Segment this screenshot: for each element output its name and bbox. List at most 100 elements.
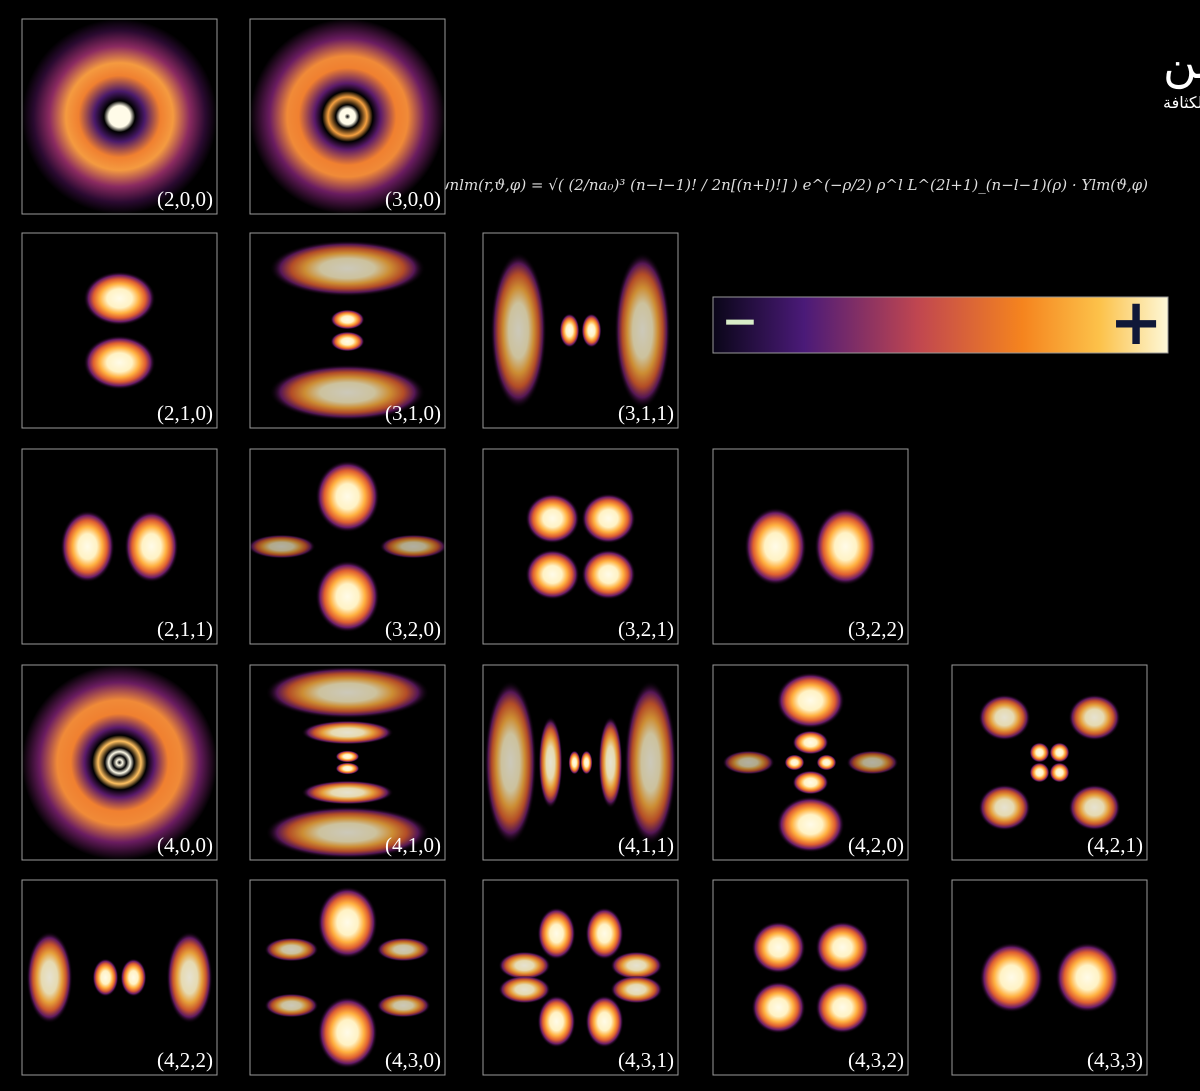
orbital-lobe <box>83 271 156 326</box>
orbital-lobe <box>581 493 636 544</box>
orbital-panel: (2,1,1) <box>21 448 218 645</box>
orbital-image <box>83 271 156 390</box>
panel-label: (2,1,0) <box>157 401 213 425</box>
orbital-lobe <box>484 680 537 845</box>
panel-label: (4,0,0) <box>157 833 213 857</box>
orbital-lobe <box>269 240 426 297</box>
orbital-lobe <box>846 750 899 775</box>
orbital-lobe <box>559 313 580 348</box>
orbital-image <box>22 665 217 860</box>
orbital-panel: (4,2,1) <box>951 664 1148 861</box>
orbital-lobe <box>376 937 431 962</box>
panel-border <box>249 879 446 1076</box>
orbital-panel: (2,0,0) <box>21 18 218 215</box>
orbital-lobe <box>498 975 551 1004</box>
orbital-lobe <box>265 806 430 859</box>
orbital-panel: (4,1,0) <box>249 664 446 861</box>
subtitle: الرسوم البيانية لأرجحية الكثافة <box>1163 92 1200 113</box>
colorbar <box>712 296 1169 354</box>
orbital-lobe <box>537 907 576 960</box>
orbital-lobe <box>379 534 445 559</box>
orbital-lobe <box>979 942 1044 1013</box>
orbital-lobe <box>265 666 430 719</box>
panel-label: (4,3,0) <box>385 1048 441 1072</box>
orbital-lobe <box>585 995 624 1048</box>
orbital-lobe <box>610 951 663 980</box>
orbital-image <box>265 666 430 859</box>
orbital-density <box>22 665 217 860</box>
panel-label: (3,2,1) <box>618 617 674 641</box>
orbital-lobe <box>330 309 365 330</box>
orbital-panel: (3,2,1) <box>482 448 679 645</box>
orbital-image <box>525 493 636 600</box>
panel-label: (2,1,1) <box>157 617 213 641</box>
orbital-image <box>484 680 677 845</box>
orbital-lobe <box>83 335 156 390</box>
orbital-lobe <box>751 921 806 974</box>
panel-border <box>951 664 1148 861</box>
orbital-image <box>744 507 877 586</box>
orbital-lobe <box>792 770 829 795</box>
orbital-lobe <box>581 313 602 348</box>
orbital-lobe <box>525 549 580 600</box>
orbital-lobe <box>722 750 775 775</box>
orbital-panel: (3,2,2) <box>712 448 909 645</box>
panel-label: (4,2,2) <box>157 1048 213 1072</box>
panel-background <box>713 449 908 644</box>
orbital-lobe <box>60 510 115 583</box>
panel-border <box>951 879 1148 1076</box>
orbital-lobe <box>537 995 576 1048</box>
panel-border <box>249 664 446 861</box>
orbital-panel: (4,0,0) <box>21 664 218 861</box>
orbital-lobe <box>250 534 316 559</box>
panel-border <box>21 664 218 861</box>
orbital-panel: (3,2,0) <box>249 448 446 645</box>
panel-label: (4,2,1) <box>1087 833 1143 857</box>
orbital-lobe <box>120 958 147 997</box>
orbital-lobe <box>376 993 431 1018</box>
orbital-lobe <box>124 510 179 583</box>
panel-label: (3,2,2) <box>848 617 904 641</box>
panel-background <box>952 665 1147 860</box>
panel-label: (4,2,0) <box>848 833 904 857</box>
panel-border <box>249 448 446 645</box>
orbital-lobe <box>301 780 394 805</box>
orbital-lobe <box>498 951 551 980</box>
panel-label: (4,3,2) <box>848 1048 904 1072</box>
orbital-lobe <box>315 560 380 633</box>
orbital-lobe <box>815 981 870 1034</box>
orbital-lobe <box>315 460 380 533</box>
orbital-panel: (4,3,0) <box>249 879 446 1076</box>
orbital-lobe <box>978 694 1031 741</box>
panel-label: (3,2,0) <box>385 617 441 641</box>
orbital-image <box>722 672 899 853</box>
orbital-lobe <box>744 507 807 586</box>
orbital-lobe <box>1068 694 1121 741</box>
orbital-lobe <box>585 907 624 960</box>
panel-label: (2,0,0) <box>157 187 213 211</box>
panel-border <box>21 232 218 429</box>
orbital-image <box>264 886 431 1069</box>
panel-label: (3,1,1) <box>618 401 674 425</box>
panel-border <box>482 448 679 645</box>
orbital-image <box>498 907 663 1048</box>
orbital-lobe <box>264 993 319 1018</box>
orbital-lobe <box>538 716 563 809</box>
orbital-lobe <box>335 750 360 763</box>
orbital-lobe <box>525 493 580 544</box>
orbital-lobe <box>330 331 365 352</box>
orbital-lobe <box>610 975 663 1004</box>
orbital-lobe <box>26 931 73 1024</box>
panel-label: (4,3,1) <box>618 1048 674 1072</box>
orbital-lobe <box>1049 742 1070 763</box>
orbital-image <box>250 19 445 214</box>
orbital-lobe <box>335 762 360 775</box>
orbital-panel: (4,2,2) <box>21 879 218 1076</box>
orbital-panel: (3,1,1) <box>482 232 679 429</box>
panel-label: (4,1,1) <box>618 833 674 857</box>
panel-border <box>21 448 218 645</box>
orbital-density <box>250 19 445 214</box>
panel-border <box>21 18 218 215</box>
orbital-lobe <box>624 680 677 845</box>
panel-background <box>22 233 217 428</box>
